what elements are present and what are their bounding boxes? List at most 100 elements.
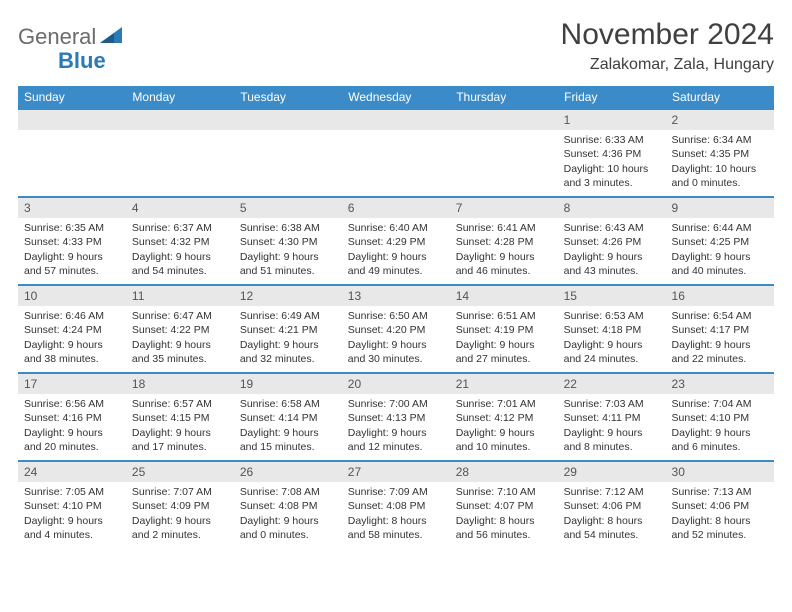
sunrise-text: Sunrise: 6:34 AM bbox=[672, 133, 768, 147]
page-header: General November 2024 Zalakomar, Zala, H… bbox=[18, 18, 774, 74]
calendar-body: 1Sunrise: 6:33 AMSunset: 4:36 PMDaylight… bbox=[18, 109, 774, 549]
triangle-icon bbox=[100, 27, 122, 48]
day-cell: 26Sunrise: 7:08 AMSunset: 4:08 PMDayligh… bbox=[234, 461, 342, 549]
day-number: 5 bbox=[234, 198, 342, 218]
day-number: 9 bbox=[666, 198, 774, 218]
daylight-text: Daylight: 8 hours and 52 minutes. bbox=[672, 514, 768, 542]
sunset-text: Sunset: 4:20 PM bbox=[348, 323, 444, 337]
sunset-text: Sunset: 4:08 PM bbox=[240, 499, 336, 513]
empty-day-bar bbox=[450, 110, 558, 130]
daylight-text: Daylight: 9 hours and 57 minutes. bbox=[24, 250, 120, 278]
daylight-text: Daylight: 9 hours and 2 minutes. bbox=[132, 514, 228, 542]
day-number: 23 bbox=[666, 374, 774, 394]
daylight-text: Daylight: 9 hours and 12 minutes. bbox=[348, 426, 444, 454]
empty-cell bbox=[18, 109, 126, 197]
empty-cell bbox=[126, 109, 234, 197]
day-cell: 2Sunrise: 6:34 AMSunset: 4:35 PMDaylight… bbox=[666, 109, 774, 197]
sunrise-text: Sunrise: 7:03 AM bbox=[564, 397, 660, 411]
sunset-text: Sunset: 4:21 PM bbox=[240, 323, 336, 337]
day-cell: 13Sunrise: 6:50 AMSunset: 4:20 PMDayligh… bbox=[342, 285, 450, 373]
sunrise-text: Sunrise: 6:47 AM bbox=[132, 309, 228, 323]
day-number: 7 bbox=[450, 198, 558, 218]
day-details: Sunrise: 6:41 AMSunset: 4:28 PMDaylight:… bbox=[450, 218, 558, 281]
day-header: Monday bbox=[126, 86, 234, 109]
day-number: 18 bbox=[126, 374, 234, 394]
day-details: Sunrise: 6:43 AMSunset: 4:26 PMDaylight:… bbox=[558, 218, 666, 281]
daylight-text: Daylight: 9 hours and 15 minutes. bbox=[240, 426, 336, 454]
day-cell: 25 Sunrise: 7:07 AMSunset: 4:09 PMDayligh… bbox=[126, 461, 234, 549]
title-location: Zalakomar, Zala, Hungary bbox=[561, 56, 774, 74]
empty-day-bar bbox=[234, 110, 342, 130]
day-number: 25 bbox=[126, 462, 234, 482]
daylight-text: Daylight: 9 hours and 30 minutes. bbox=[348, 338, 444, 366]
day-cell: 4Sunrise: 6:37 AMSunset: 4:32 PMDaylight… bbox=[126, 197, 234, 285]
sunset-text: Sunset: 4:09 PM bbox=[132, 499, 228, 513]
sunset-text: Sunset: 4:18 PM bbox=[564, 323, 660, 337]
sunrise-text: Sunrise: 6:56 AM bbox=[24, 397, 120, 411]
daylight-text: Daylight: 9 hours and 10 minutes. bbox=[456, 426, 552, 454]
day-header: Wednesday bbox=[342, 86, 450, 109]
day-details: Sunrise: 6:37 AMSunset: 4:32 PMDaylight:… bbox=[126, 218, 234, 281]
day-details: Sunrise: 6:57 AMSunset: 4:15 PMDaylight:… bbox=[126, 394, 234, 457]
day-cell: 1Sunrise: 6:33 AMSunset: 4:36 PMDaylight… bbox=[558, 109, 666, 197]
sunset-text: Sunset: 4:24 PM bbox=[24, 323, 120, 337]
sunrise-text: Sunrise: 7:13 AM bbox=[672, 485, 768, 499]
sunrise-text: Sunrise: 6:57 AM bbox=[132, 397, 228, 411]
day-details: Sunrise: 7:00 AMSunset: 4:13 PMDaylight:… bbox=[342, 394, 450, 457]
day-details: Sunrise: 6:44 AMSunset: 4:25 PMDaylight:… bbox=[666, 218, 774, 281]
calendar-table: SundayMondayTuesdayWednesdayThursdayFrid… bbox=[18, 86, 774, 549]
empty-cell bbox=[342, 109, 450, 197]
week-row: 1Sunrise: 6:33 AMSunset: 4:36 PMDaylight… bbox=[18, 109, 774, 197]
empty-day-bar bbox=[18, 110, 126, 130]
day-details: Sunrise: 6:47 AMSunset: 4:22 PMDaylight:… bbox=[126, 306, 234, 369]
sunset-text: Sunset: 4:10 PM bbox=[24, 499, 120, 513]
daylight-text: Daylight: 9 hours and 8 minutes. bbox=[564, 426, 660, 454]
week-row: 3Sunrise: 6:35 AMSunset: 4:33 PMDaylight… bbox=[18, 197, 774, 285]
day-header: Friday bbox=[558, 86, 666, 109]
day-number: 11 bbox=[126, 286, 234, 306]
daylight-text: Daylight: 9 hours and 24 minutes. bbox=[564, 338, 660, 366]
sunrise-text: Sunrise: 6:43 AM bbox=[564, 221, 660, 235]
calendar-header-row: SundayMondayTuesdayWednesdayThursdayFrid… bbox=[18, 86, 774, 109]
sunrise-text: Sunrise: 6:40 AM bbox=[348, 221, 444, 235]
week-row: 10Sunrise: 6:46 AMSunset: 4:24 PMDayligh… bbox=[18, 285, 774, 373]
daylight-text: Daylight: 9 hours and 32 minutes. bbox=[240, 338, 336, 366]
day-details: Sunrise: 7:10 AMSunset: 4:07 PMDaylight:… bbox=[450, 482, 558, 545]
daylight-text: Daylight: 9 hours and 17 minutes. bbox=[132, 426, 228, 454]
sunrise-text: Sunrise: 6:41 AM bbox=[456, 221, 552, 235]
sunset-text: Sunset: 4:19 PM bbox=[456, 323, 552, 337]
day-cell: 5Sunrise: 6:38 AMSunset: 4:30 PMDaylight… bbox=[234, 197, 342, 285]
logo-word1: General bbox=[18, 24, 96, 50]
day-cell: 15Sunrise: 6:53 AMSunset: 4:18 PMDayligh… bbox=[558, 285, 666, 373]
sunset-text: Sunset: 4:35 PM bbox=[672, 147, 768, 161]
day-cell: 16Sunrise: 6:54 AMSunset: 4:17 PMDayligh… bbox=[666, 285, 774, 373]
day-cell: 8Sunrise: 6:43 AMSunset: 4:26 PMDaylight… bbox=[558, 197, 666, 285]
sunrise-text: Sunrise: 6:46 AM bbox=[24, 309, 120, 323]
day-number: 1 bbox=[558, 110, 666, 130]
sunset-text: Sunset: 4:06 PM bbox=[672, 499, 768, 513]
day-number: 22 bbox=[558, 374, 666, 394]
day-details: Sunrise: 6:34 AMSunset: 4:35 PMDaylight:… bbox=[666, 130, 774, 193]
day-details: Sunrise: 6:54 AMSunset: 4:17 PMDaylight:… bbox=[666, 306, 774, 369]
day-cell: 28Sunrise: 7:10 AMSunset: 4:07 PMDayligh… bbox=[450, 461, 558, 549]
day-details: Sunrise: 6:33 AMSunset: 4:36 PMDaylight:… bbox=[558, 130, 666, 193]
logo-word2-wrap: Blue bbox=[20, 48, 106, 74]
daylight-text: Daylight: 9 hours and 49 minutes. bbox=[348, 250, 444, 278]
day-number: 12 bbox=[234, 286, 342, 306]
daylight-text: Daylight: 8 hours and 58 minutes. bbox=[348, 514, 444, 542]
sunrise-text: Sunrise: 7:07 AM bbox=[132, 485, 228, 499]
day-cell: 24Sunrise: 7:05 AMSunset: 4:10 PMDayligh… bbox=[18, 461, 126, 549]
daylight-text: Daylight: 9 hours and 22 minutes. bbox=[672, 338, 768, 366]
daylight-text: Daylight: 9 hours and 35 minutes. bbox=[132, 338, 228, 366]
logo: General bbox=[18, 18, 124, 50]
day-cell: 10Sunrise: 6:46 AMSunset: 4:24 PMDayligh… bbox=[18, 285, 126, 373]
daylight-text: Daylight: 9 hours and 4 minutes. bbox=[24, 514, 120, 542]
sunset-text: Sunset: 4:26 PM bbox=[564, 235, 660, 249]
daylight-text: Daylight: 8 hours and 54 minutes. bbox=[564, 514, 660, 542]
day-number: 26 bbox=[234, 462, 342, 482]
day-details: Sunrise: 6:51 AMSunset: 4:19 PMDaylight:… bbox=[450, 306, 558, 369]
day-details: Sunrise: 6:40 AMSunset: 4:29 PMDaylight:… bbox=[342, 218, 450, 281]
day-details: Sunrise: 6:56 AMSunset: 4:16 PMDaylight:… bbox=[18, 394, 126, 457]
sunset-text: Sunset: 4:28 PM bbox=[456, 235, 552, 249]
day-number: 6 bbox=[342, 198, 450, 218]
